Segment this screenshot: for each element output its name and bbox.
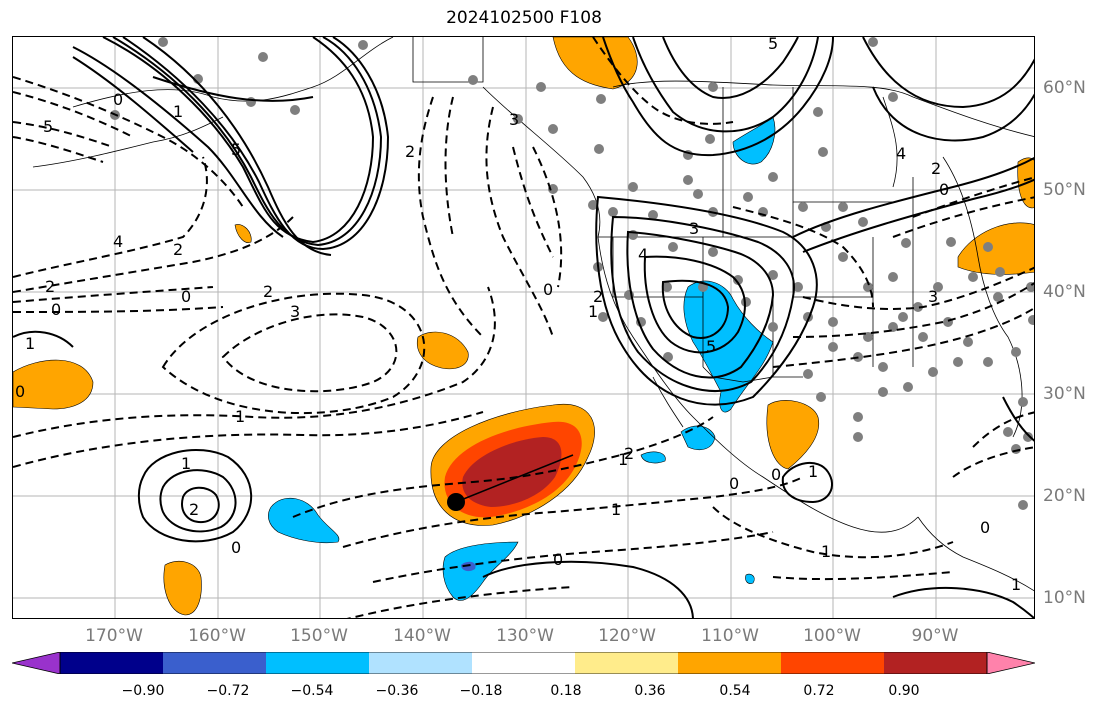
colorbar-tick-label: −0.72 bbox=[206, 683, 250, 699]
storm-track bbox=[455, 454, 574, 503]
colorbar-tick-label: −0.18 bbox=[459, 683, 503, 699]
contour-label: 3 bbox=[290, 302, 300, 321]
contour-label: 0 bbox=[729, 474, 739, 493]
contour-label: 0 bbox=[543, 280, 553, 299]
lat-label: 10°N bbox=[1043, 588, 1086, 608]
coastlines bbox=[32, 37, 1034, 592]
lon-label: 100°W bbox=[803, 626, 861, 646]
contour-label: 1 bbox=[1011, 575, 1021, 594]
contour-label: 1 bbox=[588, 302, 598, 321]
contour-label: 1 bbox=[173, 102, 183, 121]
contour-label: 1 bbox=[235, 407, 245, 426]
contour-label: 0 bbox=[980, 518, 990, 537]
contour-label: 1 bbox=[821, 542, 831, 561]
contour-label: 4 bbox=[896, 144, 906, 163]
lon-label: 140°W bbox=[393, 626, 451, 646]
contour-label: 0 bbox=[181, 287, 191, 306]
contour-label: 0 bbox=[771, 465, 781, 484]
map-title: 2024102500 F108 bbox=[446, 8, 602, 28]
contour-label: 0 bbox=[553, 550, 563, 569]
contour-label: 1 bbox=[618, 450, 628, 469]
colorbar-tick-label: 0.18 bbox=[550, 683, 582, 699]
lon-label: 150°W bbox=[290, 626, 348, 646]
contour-label: 2 bbox=[405, 142, 415, 161]
colorbar-segment bbox=[781, 652, 885, 674]
contour-label: 3 bbox=[509, 110, 519, 129]
contour-label: 1 bbox=[25, 334, 35, 353]
contour-label: 1 bbox=[611, 500, 621, 519]
colorbar-tick-label: −0.36 bbox=[375, 683, 419, 699]
contour-label: 4 bbox=[638, 245, 648, 264]
contour-labels: 5 0 5 1 4 2 2 0 0 2 3 1 0 1 2 0 2 3 4 3 … bbox=[15, 37, 1021, 594]
colorbar-tick-label: −0.90 bbox=[121, 683, 165, 699]
contour-label: 3 bbox=[928, 287, 938, 306]
colorbar-right-extend bbox=[986, 652, 1035, 674]
contour-label: 5 bbox=[231, 140, 241, 159]
colorbar-tick-label: 0.54 bbox=[719, 683, 751, 699]
lat-label: 50°N bbox=[1043, 180, 1086, 200]
lat-label: 40°N bbox=[1043, 282, 1086, 302]
storm-center-marker bbox=[447, 493, 465, 511]
shaded-anomalies bbox=[13, 37, 1034, 616]
map-panel: 5 0 5 1 4 2 2 0 0 2 3 1 0 1 2 0 2 3 4 3 … bbox=[12, 36, 1035, 619]
lat-label: 20°N bbox=[1043, 486, 1086, 506]
colorbar-segment bbox=[472, 652, 576, 674]
colorbar bbox=[12, 652, 1035, 674]
colorbar-segment bbox=[163, 652, 267, 674]
colorbar-segment bbox=[369, 652, 473, 674]
map-canvas: 5 0 5 1 4 2 2 0 0 2 3 1 0 1 2 0 2 3 4 3 … bbox=[13, 37, 1034, 618]
colorbar-segment bbox=[266, 652, 370, 674]
solid-contours bbox=[13, 37, 1034, 618]
contour-label: 5 bbox=[43, 117, 53, 136]
colorbar-tick-label: −0.54 bbox=[290, 683, 334, 699]
contour-label: 2 bbox=[931, 159, 941, 178]
contour-label: 4 bbox=[113, 232, 123, 251]
colorbar-segment bbox=[678, 652, 782, 674]
lon-label: 130°W bbox=[496, 626, 554, 646]
contour-label: 2 bbox=[45, 277, 55, 296]
colorbar-left-extend bbox=[12, 652, 61, 674]
lon-label: 160°W bbox=[188, 626, 246, 646]
lon-label: 120°W bbox=[598, 626, 656, 646]
lon-label: 90°W bbox=[911, 626, 959, 646]
colorbar-segment bbox=[60, 652, 164, 674]
contour-label: 0 bbox=[113, 90, 123, 109]
lat-label: 30°N bbox=[1043, 384, 1086, 404]
contour-label: 1 bbox=[808, 462, 818, 481]
contour-label: 5 bbox=[768, 37, 778, 53]
colorbar-segment bbox=[884, 652, 988, 674]
contour-label: 5 bbox=[706, 337, 716, 356]
colorbar-segment bbox=[575, 652, 679, 674]
contour-label: 0 bbox=[231, 538, 241, 557]
lon-label: 110°W bbox=[701, 626, 759, 646]
contour-label: 1 bbox=[181, 454, 191, 473]
lat-label: 60°N bbox=[1043, 78, 1086, 98]
contour-label: 3 bbox=[689, 219, 699, 238]
contour-label: 0 bbox=[939, 180, 949, 199]
contour-label: 0 bbox=[51, 300, 61, 319]
dashed-contours bbox=[13, 37, 1034, 618]
colorbar-tick-label: 0.72 bbox=[803, 683, 835, 699]
lon-label: 170°W bbox=[85, 626, 143, 646]
colorbar-tick-label: 0.36 bbox=[634, 683, 666, 699]
contour-label: 2 bbox=[593, 287, 603, 306]
contour-label: 2 bbox=[624, 444, 634, 463]
contour-label: 2 bbox=[263, 282, 273, 301]
contour-label: 2 bbox=[173, 240, 183, 259]
contour-label: 0 bbox=[15, 382, 25, 401]
contour-label: 2 bbox=[189, 500, 199, 519]
colorbar-tick-label: 0.90 bbox=[888, 683, 920, 699]
